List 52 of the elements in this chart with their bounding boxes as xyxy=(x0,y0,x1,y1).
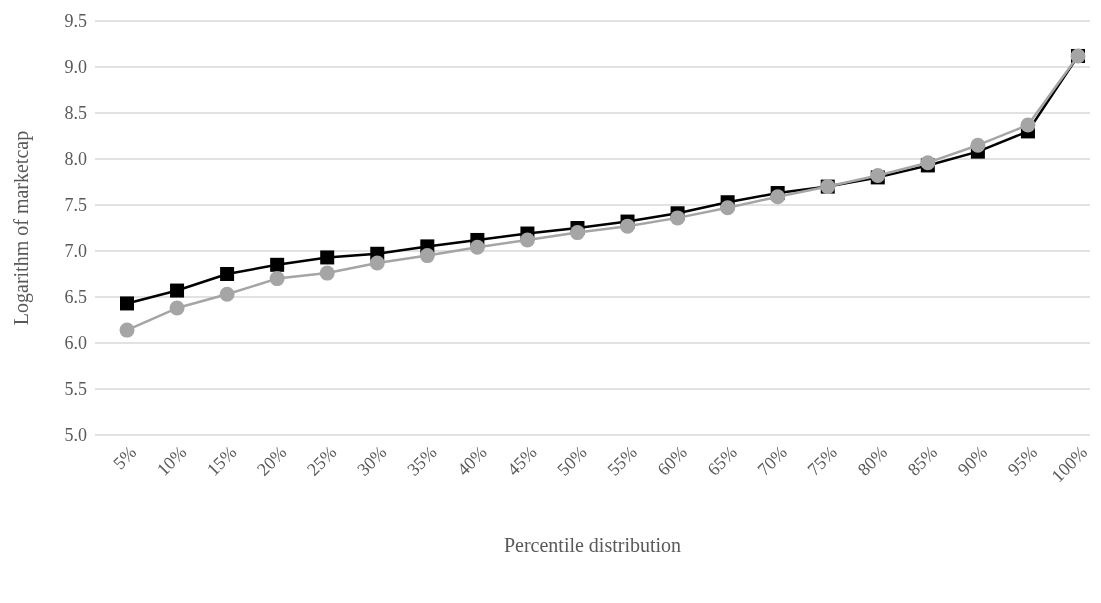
y-tick-label: 7.5 xyxy=(64,195,87,216)
point xyxy=(369,255,385,271)
x-tick-label: 10% xyxy=(152,442,191,480)
x-tick-label: 5% xyxy=(109,442,141,474)
point xyxy=(270,257,285,272)
point xyxy=(620,218,636,234)
y-tick-label: 8.0 xyxy=(64,149,87,170)
point xyxy=(119,322,135,338)
point xyxy=(670,210,686,226)
point xyxy=(469,239,485,255)
x-tick-label: 30% xyxy=(353,442,391,480)
y-tick-label: 5.5 xyxy=(64,379,87,400)
point xyxy=(120,296,134,311)
x-tick-label: 50% xyxy=(553,442,591,480)
point xyxy=(269,271,285,287)
x-tick-label: 85% xyxy=(903,442,942,480)
x-tick-label: 65% xyxy=(703,442,741,480)
point xyxy=(770,189,786,205)
x-tick-label: 15% xyxy=(202,442,241,480)
x-tick-label: 55% xyxy=(603,442,641,480)
point xyxy=(219,286,235,302)
point xyxy=(320,250,335,265)
point xyxy=(569,225,585,241)
y-tick-label: 9.5 xyxy=(64,11,87,32)
x-tick-label: 25% xyxy=(303,442,341,480)
x-tick-label: 60% xyxy=(653,442,691,480)
point xyxy=(220,267,235,281)
point xyxy=(319,265,335,281)
x-tick-label: 80% xyxy=(853,442,892,480)
point xyxy=(720,200,736,216)
x-tick-label: 75% xyxy=(803,442,842,480)
x-tick-label: 40% xyxy=(453,442,491,480)
y-tick-label: 7.0 xyxy=(64,241,87,262)
point xyxy=(419,248,435,264)
x-tick-label: 70% xyxy=(753,442,791,480)
x-tick-label: 90% xyxy=(953,442,992,480)
y-axis-title: Logarithm of marketcap xyxy=(10,130,33,326)
point xyxy=(169,300,185,316)
x-axis-title: Percentile distribution xyxy=(503,534,682,556)
x-tick-label: 35% xyxy=(403,442,441,480)
y-tick-label: 5.0 xyxy=(64,425,87,446)
x-tick-label: 95% xyxy=(1003,442,1042,480)
y-tick-label: 8.5 xyxy=(64,103,87,124)
point xyxy=(519,232,535,248)
y-tick-label: 6.5 xyxy=(64,287,87,308)
point xyxy=(970,137,986,153)
point xyxy=(1020,117,1036,133)
y-tick-label: 6.0 xyxy=(64,333,87,354)
x-tick-label: 20% xyxy=(252,442,291,480)
x-tick-label: 45% xyxy=(503,442,541,480)
y-tick-label: 9.0 xyxy=(64,57,87,78)
point xyxy=(170,283,185,298)
